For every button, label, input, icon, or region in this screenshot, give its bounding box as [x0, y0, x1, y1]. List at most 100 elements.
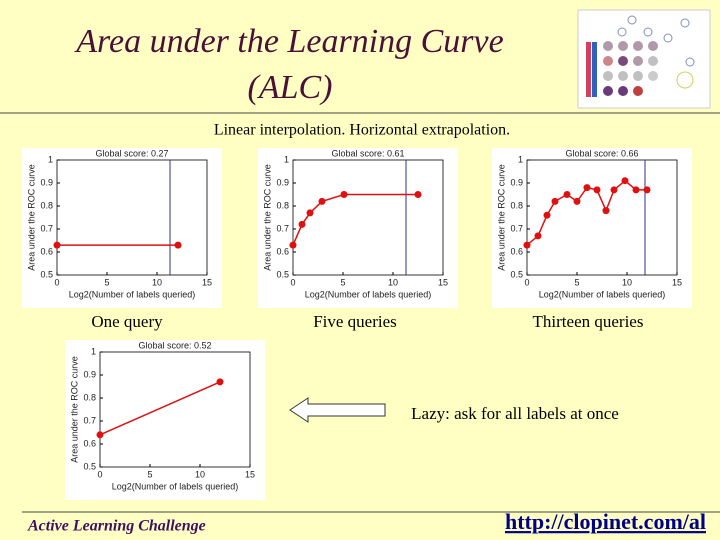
- y-axis-label: Area under the ROC curve: [69, 356, 79, 463]
- x-axis-label: Log2(Number of labels queried): [539, 289, 666, 299]
- y-tick-label: 0.6: [40, 246, 53, 256]
- point: [216, 378, 224, 386]
- plot-frame: [292, 159, 444, 276]
- y-tick-label: 0.5: [276, 269, 289, 279]
- curve: [292, 193, 418, 246]
- plot-frame: [526, 159, 678, 276]
- x-tick-label: 10: [622, 277, 632, 287]
- x-tick-label: 0: [97, 469, 102, 479]
- chart: Global score: 0.520.50.60.70.80.910 5 10 15…: [65, 340, 265, 500]
- plot-frame: [99, 351, 251, 468]
- panel: [258, 148, 458, 308]
- y-tick-label: 0.8: [276, 200, 289, 210]
- point: [610, 186, 618, 194]
- point: [523, 241, 531, 249]
- panel: [22, 148, 222, 308]
- y-axis-label: Area under the ROC curve: [262, 164, 272, 271]
- logo: [577, 9, 711, 109]
- y-tick-label: 1: [284, 154, 289, 164]
- footer-left: Active Learning Challenge: [27, 518, 206, 535]
- point: [621, 177, 629, 185]
- title: Area under the Learning Curve: [74, 23, 503, 60]
- x-tick-label: 5: [574, 277, 579, 287]
- point: [643, 186, 651, 194]
- x-tick-label: 15: [438, 277, 448, 287]
- point: [414, 191, 422, 198]
- plot-frame: [56, 159, 208, 276]
- chart: Global score: 0.660.50.60.70.80.910 5 10 15…: [492, 148, 692, 308]
- point: [174, 241, 182, 249]
- y-tick-label: 0.5: [510, 269, 523, 279]
- x-axis-label: Log2(Number of labels queried): [69, 289, 196, 299]
- y-axis-label: Area under the ROC curve: [496, 164, 506, 271]
- y-tick-label: 0.9: [83, 369, 96, 379]
- y-tick-label: 0.5: [83, 461, 96, 471]
- y-tick-label: 0.7: [510, 223, 523, 233]
- point: [318, 197, 326, 205]
- point: [534, 232, 542, 240]
- y-tick-label: 1: [48, 154, 53, 164]
- point: [340, 191, 348, 198]
- x-tick-label: 10: [388, 277, 398, 287]
- point: [551, 197, 559, 205]
- caption: Thirteen queries: [533, 312, 644, 331]
- y-tick-label: 0.8: [40, 200, 53, 210]
- point: [593, 186, 601, 194]
- x-tick-label: 5: [147, 469, 152, 479]
- y-tick-label: 0.6: [510, 246, 523, 256]
- point: [543, 211, 551, 219]
- point: [306, 209, 314, 217]
- caption: One query: [91, 312, 163, 331]
- chart-title: Global score: 0.52: [138, 340, 211, 350]
- title: (ALC): [248, 69, 333, 106]
- x-tick-label: 15: [202, 277, 212, 287]
- x-tick-label: 0: [290, 277, 295, 287]
- subtitle: Linear interpolation. Horizontal extrapo…: [214, 122, 510, 139]
- point: [583, 184, 591, 192]
- y-tick-label: 0.7: [83, 415, 96, 425]
- point: [53, 241, 61, 249]
- x-tick-label: 5: [340, 277, 345, 287]
- point: [96, 431, 104, 439]
- y-tick-label: 0.9: [40, 177, 53, 187]
- y-tick-label: 1: [518, 154, 523, 164]
- footer-link[interactable]: http://clopinet.com/al: [505, 509, 706, 534]
- curve: [99, 381, 221, 436]
- point: [298, 220, 306, 228]
- point: [632, 186, 640, 194]
- y-tick-label: 0.7: [276, 223, 289, 233]
- point: [289, 241, 297, 249]
- y-tick-label: 0.7: [40, 223, 53, 233]
- chart: Global score: 0.610.50.60.70.80.910 5 10 15…: [258, 148, 458, 308]
- lazy-note: Lazy: ask for all labels at once: [411, 404, 619, 423]
- y-tick-label: 0.5: [40, 269, 53, 279]
- chart-title: Global score: 0.66: [565, 148, 638, 158]
- y-tick-label: 0.6: [276, 246, 289, 256]
- y-tick-label: 0.6: [83, 438, 96, 448]
- caption: Five queries: [313, 312, 397, 331]
- x-tick-label: 15: [672, 277, 682, 287]
- x-tick-label: 15: [245, 469, 255, 479]
- x-tick-label: 0: [54, 277, 59, 287]
- y-tick-label: 0.8: [83, 392, 96, 402]
- x-tick-label: 10: [152, 277, 162, 287]
- y-tick-label: 0.9: [510, 177, 523, 187]
- chart: Global score: 0.270.50.60.70.80.910 5 10 15…: [22, 148, 222, 308]
- y-tick-label: 0.8: [510, 200, 523, 210]
- x-axis-label: Log2(Number of labels queried): [112, 481, 239, 491]
- point: [573, 197, 581, 205]
- y-tick-label: 0.9: [276, 177, 289, 187]
- x-tick-label: 0: [524, 277, 529, 287]
- x-axis-label: Log2(Number of labels queried): [305, 289, 432, 299]
- x-tick-label: 10: [195, 469, 205, 479]
- y-axis-label: Area under the ROC curve: [26, 164, 36, 271]
- y-tick-label: 1: [91, 346, 96, 356]
- x-tick-label: 5: [104, 277, 109, 287]
- point: [563, 191, 571, 198]
- chart-title: Global score: 0.27: [95, 148, 168, 158]
- panel: [492, 148, 692, 308]
- chart-title: Global score: 0.61: [331, 148, 404, 158]
- point: [602, 207, 610, 215]
- panel: [65, 340, 265, 500]
